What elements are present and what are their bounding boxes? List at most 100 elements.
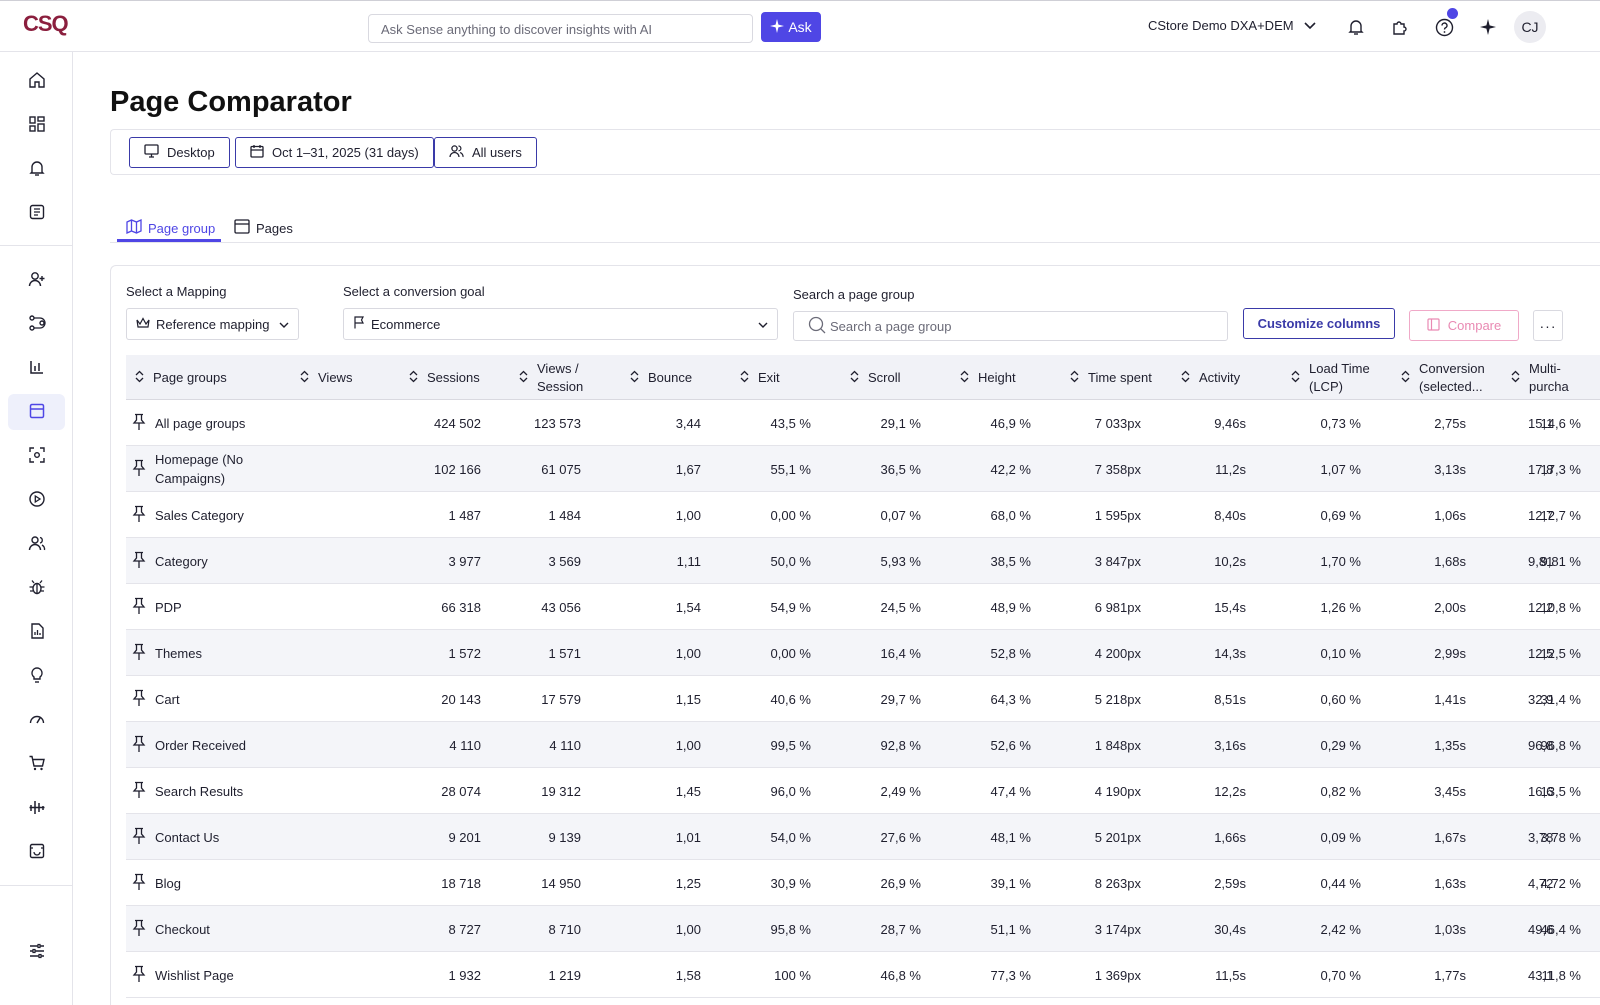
- pin-icon[interactable]: [132, 965, 146, 986]
- table-row[interactable]: Sales Category 1 487 1 484 1,00 0,00 % 0,07 %…: [126, 492, 1600, 538]
- page-group-name[interactable]: Sales Category: [155, 507, 244, 523]
- compare-button[interactable]: Compare: [1409, 310, 1519, 341]
- sidebar-item-errors[interactable]: [8, 570, 65, 606]
- table-cell: 1 572: [448, 645, 481, 661]
- table-row[interactable]: Contact Us 9 201 9 139 1,01 54,0 % 27,6 % 48,1…: [126, 814, 1600, 860]
- pin-icon[interactable]: [132, 827, 146, 848]
- sidebar-item-analyses[interactable]: [8, 195, 65, 231]
- sidebar-item-alerts[interactable]: [8, 151, 65, 187]
- page-group-name[interactable]: Homepage (No Campaigns): [155, 452, 244, 486]
- device-filter-button[interactable]: Desktop: [129, 137, 230, 168]
- table-row[interactable]: PDP 66 318 43 056 1,54 54,9 % 24,5 % 48,9 % 6 9…: [126, 584, 1600, 630]
- table-row[interactable]: Homepage (No Campaigns) 102 166 61 075 1,67…: [126, 446, 1600, 492]
- table-row[interactable]: Checkout 8 727 8 710 1,00 95,8 % 28,7 % 51,1 %…: [126, 906, 1600, 952]
- sidebar-item-acquisition[interactable]: [8, 262, 65, 298]
- page-group-name[interactable]: Category: [155, 553, 208, 569]
- column-header[interactable]: Time spent: [1070, 355, 1152, 400]
- page-group-name[interactable]: Cart: [155, 691, 180, 707]
- logo[interactable]: CSQ: [23, 11, 69, 36]
- pin-icon[interactable]: [132, 413, 146, 434]
- pin-icon[interactable]: [132, 643, 146, 664]
- pin-icon[interactable]: [132, 689, 146, 710]
- page-group-name[interactable]: Contact Us: [155, 829, 220, 845]
- sidebar-item-insights[interactable]: [8, 658, 65, 694]
- page-group-cell: Themes: [132, 630, 267, 676]
- workspace-selector[interactable]: CStore Demo DXA+DEM: [1148, 18, 1316, 33]
- pin-icon[interactable]: [132, 597, 146, 618]
- cart-icon: [28, 754, 46, 775]
- tab-pages[interactable]: Pages: [234, 214, 293, 242]
- column-header[interactable]: Conversion (selected...: [1401, 355, 1489, 400]
- bell-icon[interactable]: [1344, 15, 1368, 39]
- tab-page-group[interactable]: Page group: [126, 214, 215, 242]
- table-row[interactable]: Cart 20 143 17 579 1,15 40,6 % 29,7 % 64,3 % 5 …: [126, 676, 1600, 722]
- page-group-name[interactable]: Order Received: [155, 737, 247, 753]
- pin-icon[interactable]: [132, 873, 146, 894]
- sidebar-item-impact[interactable]: [8, 790, 65, 826]
- table-row[interactable]: Search Results 28 074 19 312 1,45 96,0 % 2,49…: [126, 768, 1600, 814]
- page-group-name[interactable]: Themes: [155, 645, 202, 661]
- sidebar-item-settings[interactable]: [8, 934, 65, 970]
- column-header[interactable]: Scroll: [850, 355, 901, 400]
- column-header[interactable]: Activity: [1181, 355, 1240, 400]
- sidebar-item-home[interactable]: [8, 63, 65, 99]
- tab-pages-label: Pages: [256, 220, 293, 236]
- table-row[interactable]: Themes 1 572 1 571 1,00 0,00 % 16,4 % 52,8 % 4 …: [126, 630, 1600, 676]
- help-icon[interactable]: [1432, 15, 1456, 39]
- sidebar-item-zoning[interactable]: [8, 438, 65, 474]
- sidebar-item-session-replay[interactable]: [8, 482, 65, 518]
- sidebar-item-journeys[interactable]: [8, 306, 65, 342]
- sidebar-item-voc[interactable]: [8, 834, 65, 870]
- table-cell: 1 484: [548, 507, 581, 523]
- column-header[interactable]: Exit: [740, 355, 780, 400]
- sidebar-item-analytics[interactable]: [8, 350, 65, 386]
- table-row[interactable]: Blog 18 718 14 950 1,25 30,9 % 26,9 % 39,1 % 8 …: [126, 860, 1600, 906]
- column-header[interactable]: Views: [300, 355, 352, 400]
- search-input[interactable]: Search a page group: [793, 311, 1228, 341]
- date-filter-button[interactable]: Oct 1–31, 2025 (31 days): [235, 137, 434, 168]
- avatar[interactable]: CJ: [1514, 11, 1546, 43]
- sidebar-item-page-comparator[interactable]: [8, 394, 65, 430]
- pin-icon[interactable]: [132, 505, 146, 526]
- table-row[interactable]: Wishlist Page 1 932 1 219 1,58 100 % 46,8 % 77…: [126, 952, 1600, 998]
- customize-columns-button[interactable]: Customize columns: [1243, 308, 1395, 339]
- pin-icon[interactable]: [132, 735, 146, 756]
- table-cell: 30,9 %: [770, 875, 811, 891]
- pin-icon[interactable]: [132, 551, 146, 572]
- more-options-button[interactable]: ···: [1533, 310, 1563, 341]
- column-header[interactable]: Load Time (LCP): [1291, 355, 1379, 400]
- page-group-name[interactable]: All page groups: [155, 415, 246, 431]
- mapping-select[interactable]: Reference mapping: [126, 308, 299, 340]
- column-header[interactable]: Multi-purcha: [1511, 355, 1569, 400]
- table-row[interactable]: Order Received 4 110 4 110 1,00 99,5 % 92,8 %…: [126, 722, 1600, 768]
- home-icon: [28, 71, 46, 92]
- sidebar-item-dashboards[interactable]: [8, 107, 65, 143]
- page-group-name[interactable]: Wishlist Page: [155, 967, 234, 983]
- goal-select[interactable]: Ecommerce: [343, 308, 778, 340]
- sparkle-ai-icon[interactable]: [1476, 15, 1500, 39]
- page-group-name[interactable]: Blog: [155, 875, 182, 891]
- pin-icon[interactable]: [132, 459, 146, 480]
- table-row[interactable]: All page groups 424 502 123 573 3,44 43,5 % 2…: [126, 400, 1600, 446]
- sidebar-item-ecommerce[interactable]: [8, 746, 65, 782]
- pin-icon[interactable]: [132, 919, 146, 940]
- page-group-name[interactable]: PDP: [155, 599, 182, 615]
- ask-input[interactable]: Ask Sense anything to discover insights …: [368, 14, 753, 43]
- page-group-name[interactable]: Search Results: [155, 783, 244, 799]
- column-header[interactable]: Views / Session: [519, 355, 597, 400]
- sidebar-item-segments[interactable]: [8, 526, 65, 562]
- column-header[interactable]: Height: [960, 355, 1016, 400]
- pin-icon[interactable]: [132, 781, 146, 802]
- sidebar-item-reports[interactable]: [8, 614, 65, 650]
- column-header[interactable]: Page groups: [135, 355, 227, 400]
- chevron-down-icon: [279, 317, 289, 332]
- column-header[interactable]: Sessions: [409, 355, 480, 400]
- table-cell: 24,5 %: [880, 599, 921, 615]
- puzzle-icon[interactable]: [1388, 15, 1412, 39]
- ask-button[interactable]: Ask: [761, 12, 821, 42]
- page-group-name[interactable]: Checkout: [155, 921, 210, 937]
- table-row[interactable]: Category 3 977 3 569 1,11 50,0 % 5,93 % 38,5 %…: [126, 538, 1600, 584]
- segment-filter-button[interactable]: All users: [434, 137, 537, 168]
- column-header[interactable]: Bounce: [630, 355, 692, 400]
- sidebar-item-speed[interactable]: [8, 702, 65, 738]
